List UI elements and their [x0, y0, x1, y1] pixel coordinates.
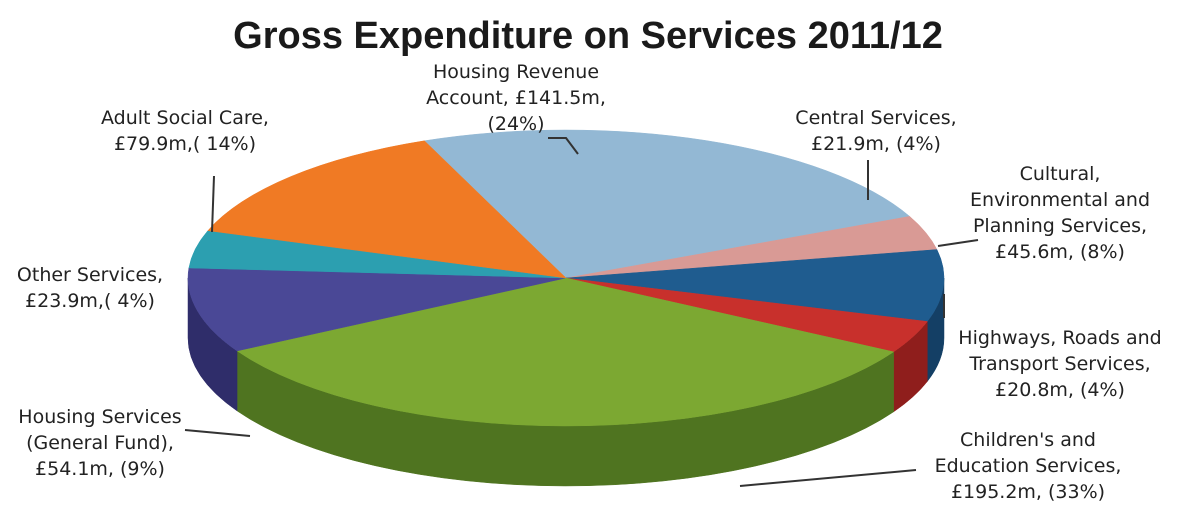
data-label-line: Account, £141.5m,	[426, 87, 606, 109]
data-label-5: Housing Services (General Fund), £54.1m, (…	[18, 406, 181, 480]
data-label-line: Cultural,	[1020, 163, 1101, 185]
data-label-7: Adult Social Care, £79.9m,( 14%)	[101, 107, 269, 155]
data-label-line: Environmental and	[970, 189, 1150, 211]
leader-line-0	[548, 137, 579, 155]
data-label-line: Children's and	[960, 429, 1096, 451]
data-label-line: £195.2m, (33%)	[951, 481, 1105, 503]
data-label-line: £20.8m, (4%)	[995, 379, 1125, 401]
data-label-line: £79.9m,( 14%)	[114, 133, 256, 155]
data-label-line: (24%)	[487, 113, 544, 135]
pie-slice-0	[423, 129, 911, 279]
data-label-line: £54.1m, (9%)	[35, 458, 165, 480]
data-label-line: Other Services,	[17, 264, 163, 286]
data-label-4: Children's and Education Services, £195.2m…	[935, 429, 1122, 503]
data-label-line: £23.9m,( 4%)	[25, 290, 155, 312]
data-label-2: Cultural, Environmental and Planning Servi…	[970, 163, 1150, 263]
leader-line-2	[937, 239, 979, 247]
pie-slice-4	[236, 277, 895, 427]
data-label-line: £21.9m, (4%)	[811, 133, 941, 155]
leader-line-4	[739, 469, 917, 487]
leader-line-7	[211, 175, 215, 233]
pie-slice-7	[207, 140, 567, 279]
data-label-line: (General Fund),	[26, 432, 174, 454]
data-label-line: Housing Services	[18, 406, 181, 428]
pie-leader-lines	[184, 137, 979, 487]
data-label-line: Highways, Roads and	[958, 327, 1161, 349]
pie-slice-2	[565, 249, 945, 322]
pie-slices	[187, 129, 945, 427]
data-label-line: Education Services,	[935, 455, 1122, 477]
data-label-3: Highways, Roads and Transport Services, £2…	[958, 327, 1161, 401]
data-label-line: Transport Services,	[968, 353, 1150, 375]
data-label-line: £45.6m, (8%)	[995, 241, 1125, 263]
data-label-1: Central Services, £21.9m, (4%)	[795, 107, 956, 155]
data-label-line: Planning Services,	[973, 215, 1147, 237]
leader-line-5	[184, 429, 251, 437]
data-label-line: Central Services,	[795, 107, 956, 129]
pie-data-labels: Housing Revenue Account, £141.5m, (24%) Cen…	[17, 61, 1162, 503]
pie-slice-5	[187, 267, 567, 352]
data-label-line: Housing Revenue	[433, 61, 599, 83]
chart-title: Gross Expenditure on Services 2011/12	[233, 15, 943, 57]
data-label-line: Adult Social Care,	[101, 107, 269, 129]
data-label-6: Other Services, £23.9m,( 4%)	[17, 264, 163, 312]
data-label-0: Housing Revenue Account, £141.5m, (24%)	[426, 61, 606, 135]
